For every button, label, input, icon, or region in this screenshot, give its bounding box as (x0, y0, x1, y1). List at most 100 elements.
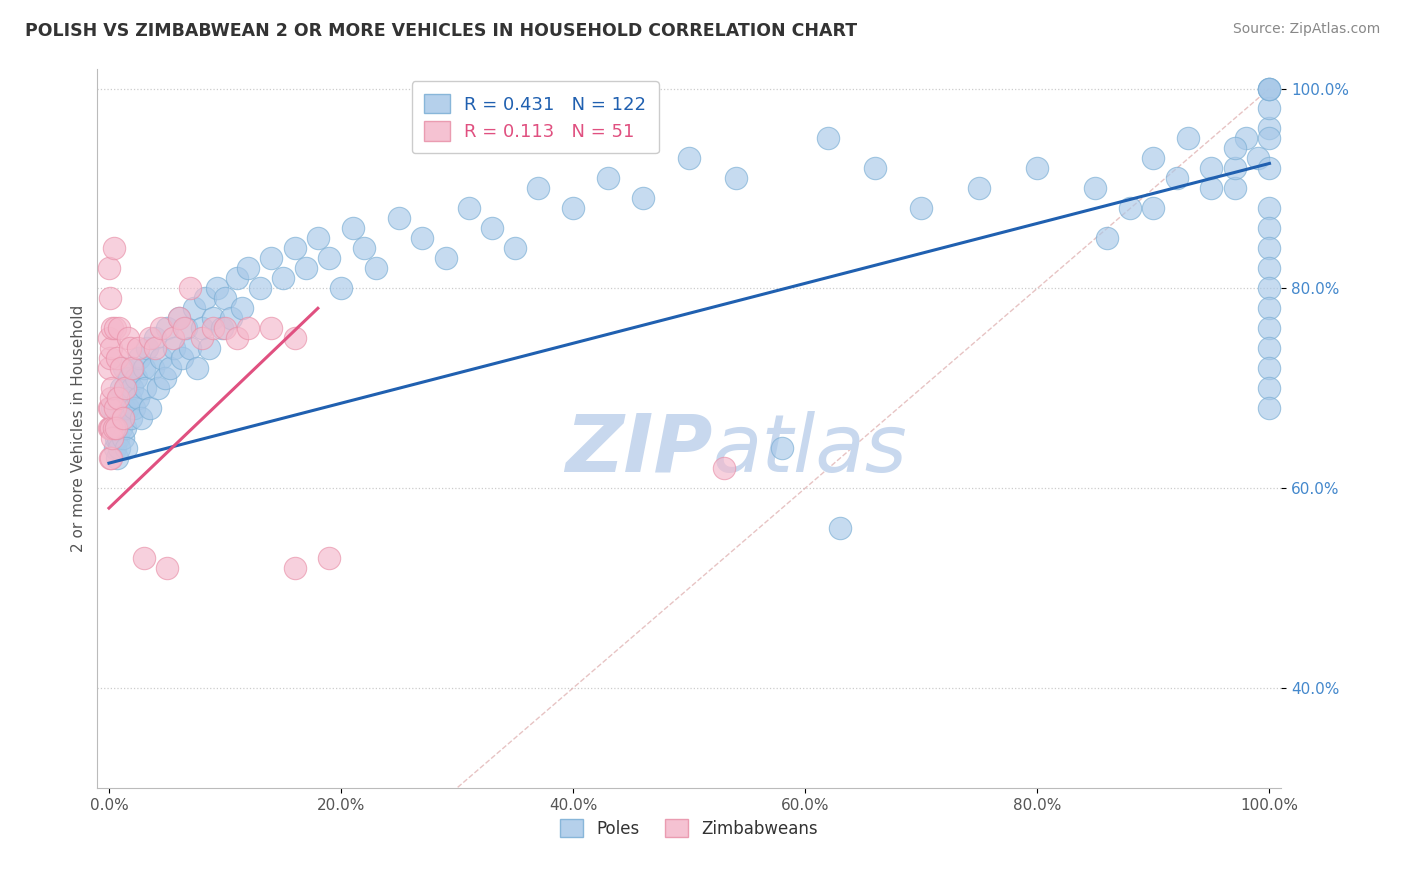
Poles (1258, 401, 1281, 416)
Zimbabweans (118, 341, 141, 355)
Zimbabweans (104, 401, 127, 416)
Zimbabweans (104, 421, 127, 435)
Zimbabweans (225, 331, 247, 345)
Zimbabweans (114, 381, 136, 395)
Poles (163, 341, 186, 355)
Poles (503, 241, 526, 255)
Poles (167, 311, 190, 326)
Poles (724, 171, 747, 186)
Poles (179, 341, 201, 355)
Zimbabweans (156, 561, 179, 575)
Poles (1223, 161, 1246, 176)
Text: atlas: atlas (713, 410, 908, 489)
Poles (1258, 241, 1281, 255)
Poles (1142, 202, 1164, 216)
Poles (1258, 102, 1281, 116)
Zimbabweans (214, 321, 236, 335)
Poles (121, 381, 143, 395)
Zimbabweans (97, 401, 120, 416)
Poles (112, 361, 135, 376)
Poles (969, 181, 991, 195)
Poles (596, 171, 619, 186)
Poles (202, 311, 225, 326)
Poles (104, 441, 127, 455)
Zimbabweans (284, 561, 307, 575)
Poles (1142, 152, 1164, 166)
Poles (197, 341, 219, 355)
Poles (136, 341, 159, 355)
Poles (231, 301, 253, 316)
Zimbabweans (138, 331, 160, 345)
Zimbabweans (97, 421, 120, 435)
Zimbabweans (238, 321, 260, 335)
Poles (1084, 181, 1107, 195)
Zimbabweans (98, 351, 121, 366)
Poles (1247, 152, 1270, 166)
Poles (1258, 321, 1281, 335)
Zimbabweans (173, 321, 195, 335)
Poles (562, 202, 585, 216)
Poles (434, 252, 457, 266)
Zimbabweans (108, 321, 131, 335)
Poles (631, 191, 654, 205)
Zimbabweans (111, 411, 134, 425)
Zimbabweans (98, 401, 121, 416)
Poles (156, 321, 179, 335)
Poles (411, 231, 433, 245)
Poles (1166, 171, 1188, 186)
Poles (127, 391, 149, 405)
Poles (183, 301, 205, 316)
Poles (108, 441, 131, 455)
Zimbabweans (103, 421, 125, 435)
Poles (118, 371, 141, 385)
Zimbabweans (97, 261, 120, 276)
Poles (1258, 221, 1281, 235)
Zimbabweans (97, 361, 120, 376)
Poles (863, 161, 886, 176)
Poles (1177, 131, 1199, 145)
Poles (1258, 341, 1281, 355)
Zimbabweans (103, 241, 125, 255)
Poles (364, 261, 387, 276)
Poles (108, 391, 131, 405)
Poles (318, 252, 340, 266)
Zimbabweans (162, 331, 184, 345)
Poles (910, 202, 932, 216)
Zimbabweans (284, 331, 307, 345)
Poles (1258, 261, 1281, 276)
Poles (115, 441, 138, 455)
Poles (1223, 181, 1246, 195)
Poles (153, 371, 176, 385)
Zimbabweans (121, 361, 143, 376)
Poles (1258, 361, 1281, 376)
Zimbabweans (713, 461, 735, 475)
Y-axis label: 2 or more Vehicles in Household: 2 or more Vehicles in Household (72, 304, 86, 552)
Poles (105, 451, 128, 466)
Zimbabweans (98, 421, 121, 435)
Poles (1258, 131, 1281, 145)
Zimbabweans (202, 321, 225, 335)
Poles (138, 401, 160, 416)
Zimbabweans (98, 451, 121, 466)
Zimbabweans (101, 381, 124, 395)
Poles (1201, 161, 1223, 176)
Poles (124, 371, 146, 385)
Poles (1201, 181, 1223, 195)
Poles (307, 231, 329, 245)
Poles (170, 351, 193, 366)
Poles (1258, 81, 1281, 95)
Poles (110, 381, 132, 395)
Poles (330, 281, 353, 295)
Poles (678, 152, 700, 166)
Poles (174, 321, 197, 335)
Poles (115, 381, 138, 395)
Poles (457, 202, 479, 216)
Poles (194, 291, 217, 305)
Poles (219, 311, 242, 326)
Poles (107, 401, 129, 416)
Zimbabweans (110, 361, 132, 376)
Poles (150, 351, 173, 366)
Poles (249, 281, 271, 295)
Poles (191, 321, 214, 335)
Zimbabweans (260, 321, 283, 335)
